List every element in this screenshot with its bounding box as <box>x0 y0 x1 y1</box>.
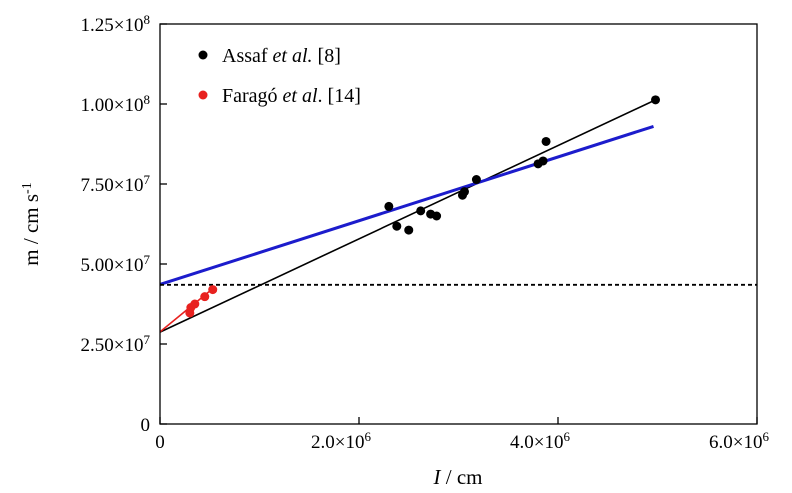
data-points <box>185 95 661 318</box>
y-tick-label-5: 1.25×108 <box>81 12 150 37</box>
data-point-s0-11 <box>541 136 551 146</box>
plot-frame <box>159 23 758 425</box>
x-tick-label-0: 0 <box>155 432 165 453</box>
data-point-s0-0 <box>384 201 394 211</box>
data-point-s0-7 <box>459 187 469 197</box>
x-tick-label-1: 2.0×106 <box>311 429 371 454</box>
data-point-s0-2 <box>404 225 414 235</box>
fit-line-0 <box>159 99 656 333</box>
data-point-s0-3 <box>416 206 426 216</box>
y-tick-label-2: 5.00×107 <box>81 252 151 277</box>
data-point-s0-1 <box>392 221 402 231</box>
x-tick-label-2: 4.0×106 <box>510 429 570 454</box>
fit-line-2 <box>159 124 654 286</box>
y-tick-label-1: 2.50×107 <box>81 332 151 357</box>
data-point-s1-4 <box>208 285 218 295</box>
y-tick-label-3: 7.50×107 <box>81 172 151 197</box>
y-axis-title: m / cm s-1 <box>19 182 43 265</box>
axis-ticks: 0 2.50×107 5.00×107 7.50×107 1.00×108 1.25×10… <box>81 12 770 454</box>
legend-label-farago: Faragó et al. [14] <box>222 85 361 107</box>
data-point-s1-2 <box>190 299 200 309</box>
y-tick-label-0: 0 <box>141 415 151 436</box>
legend-marker-assaf <box>198 50 208 60</box>
fit-lines <box>159 99 757 333</box>
x-axis-title: I / cm <box>433 465 483 489</box>
data-point-s0-8 <box>471 175 481 185</box>
data-point-s1-3 <box>200 292 210 302</box>
data-point-s0-10 <box>538 156 548 166</box>
data-point-s0-12 <box>651 95 661 105</box>
legend-label-assaf: Assaf et al. [8] <box>222 45 341 67</box>
legend-marker-farago <box>198 90 208 100</box>
legend: Assaf et al. [8] Faragó et al. [14] <box>198 45 361 107</box>
y-tick-label-4: 1.00×108 <box>81 92 150 117</box>
data-point-s0-5 <box>432 211 442 221</box>
x-tick-label-3: 6.0×106 <box>709 429 769 454</box>
